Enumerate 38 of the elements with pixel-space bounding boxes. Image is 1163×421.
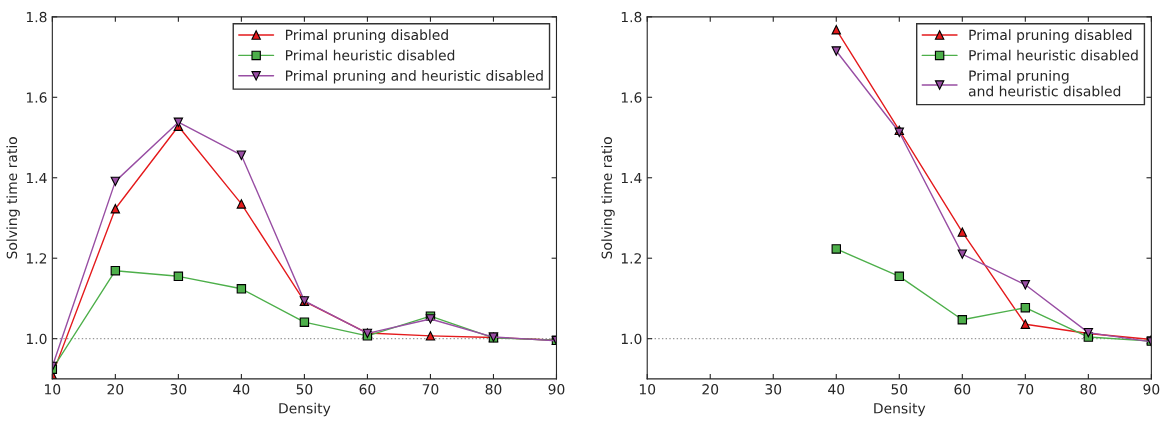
x-tick-label: 70 — [1017, 384, 1034, 395]
x-tick-label: 30 — [170, 384, 187, 395]
x-tick-label: 80 — [1080, 384, 1097, 395]
x-tick-label: 20 — [702, 384, 719, 395]
y-tick-label: 1.8 — [26, 11, 47, 23]
y-tick-label: 1.0 — [621, 333, 642, 345]
y-axis-title: Solving time ratio — [601, 137, 615, 259]
legend-label: Primal heuristic disabled — [969, 49, 1138, 61]
y-tick-label: 1.6 — [26, 92, 47, 103]
y-tick-label: 1.4 — [621, 172, 642, 184]
x-tick-label: 40 — [233, 384, 250, 395]
legend-label: Primal pruning and heuristic disabled — [968, 70, 1121, 97]
x-axis-title: Density — [279, 402, 331, 417]
x-tick-label: 60 — [954, 384, 971, 395]
y-tick-label: 1.4 — [26, 172, 47, 184]
y-tick-label: 1.8 — [621, 11, 642, 23]
x-tick-label: 90 — [548, 384, 565, 395]
x-tick-label: 40 — [828, 384, 845, 395]
x-tick-label: 80 — [485, 384, 502, 395]
x-tick-label: 20 — [107, 384, 124, 395]
y-tick-label: 1.0 — [26, 333, 47, 345]
x-tick-label: 10 — [639, 384, 656, 395]
x-tick-label: 30 — [765, 384, 782, 395]
x-tick-label: 50 — [891, 384, 908, 395]
x-tick-label: 60 — [359, 384, 376, 395]
y-axis-title: Solving time ratio — [6, 137, 20, 259]
legend-label: Primal pruning and heuristic disabled — [285, 70, 543, 84]
x-tick-label: 90 — [1143, 384, 1160, 395]
legend-label: Primal pruning disabled — [285, 29, 448, 43]
legend-label: Primal heuristic disabled — [285, 49, 455, 61]
legend-label: Primal pruning disabled — [969, 29, 1132, 43]
y-tick-label: 1.6 — [621, 92, 642, 103]
x-tick-label: 70 — [422, 384, 439, 395]
y-tick-label: 1.2 — [26, 253, 47, 264]
x-axis-title: Density — [874, 402, 926, 417]
x-tick-label: 10 — [45, 384, 61, 395]
y-tick-label: 1.2 — [621, 253, 641, 264]
x-tick-label: 50 — [296, 384, 313, 395]
